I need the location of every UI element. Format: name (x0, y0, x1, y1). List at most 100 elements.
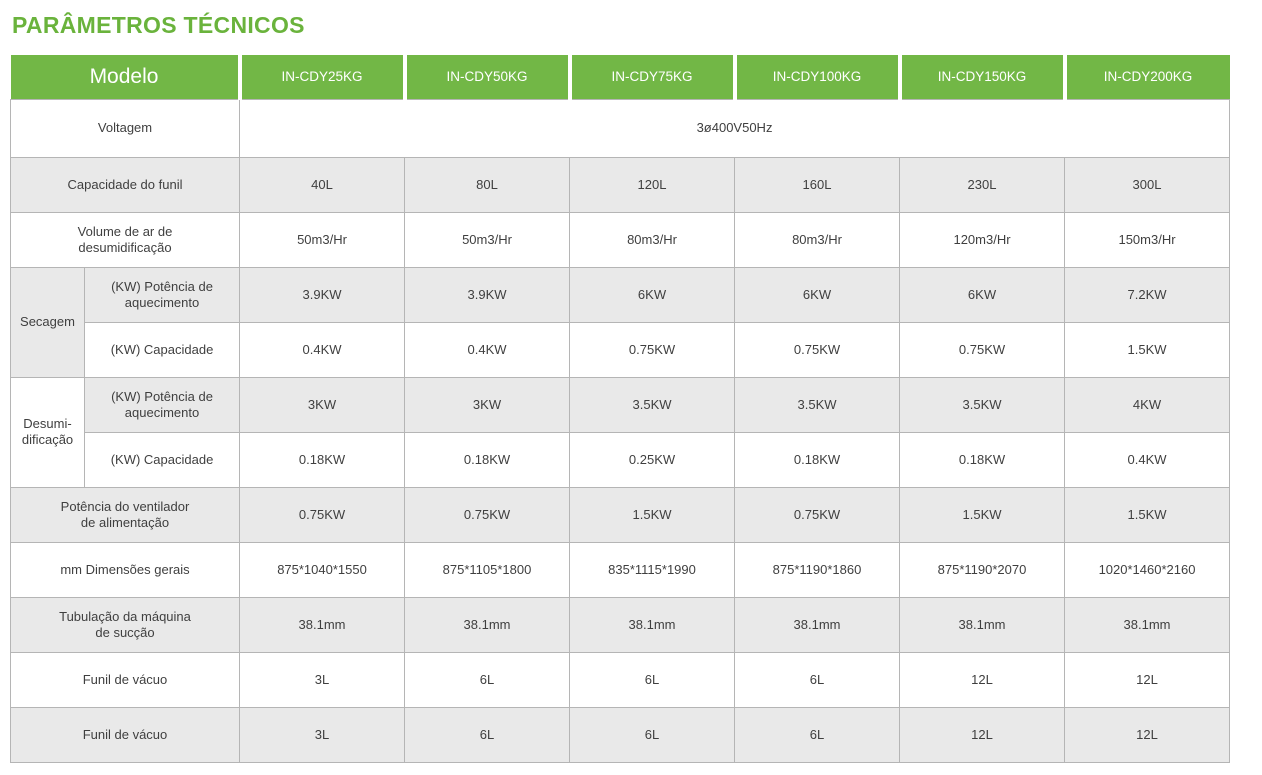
row-label: Voltagem (9, 98, 241, 158)
row-drying-heating: Secagem (KW) Potência de aquecimento 3.9… (10, 266, 1231, 378)
cell-value: 50m3/Hr (404, 211, 571, 268)
cell-value: 38.1mm (404, 596, 571, 653)
row-sublabel: (KW) Capacidade (83, 321, 241, 378)
row-drying-capacity: (KW) Capacidade 0.4KW 0.4KW 0.75KW 0.75K… (11, 321, 1231, 378)
cell-value: 160L (734, 156, 901, 213)
row-label: Funil de vácuo (9, 651, 241, 708)
cell-value: 835*1115*1990 (569, 541, 736, 598)
row-dehumid-capacity: (KW) Capacidade 0.18KW 0.18KW 0.25KW 0.1… (11, 431, 1231, 488)
cell-value: 0.18KW (404, 431, 571, 488)
row-hopper-capacity: Capacidade do funil 40L 80L 120L 160L 23… (9, 156, 1231, 213)
cell-value: 0.75KW (734, 321, 901, 378)
cell-value: 230L (899, 156, 1066, 213)
cell-value: 1.5KW (899, 486, 1066, 543)
technical-parameters-table: Modelo IN-CDY25KG IN-CDY50KG IN-CDY75KG … (9, 55, 1231, 763)
cell-value: 38.1mm (734, 596, 901, 653)
header-model-2: IN-CDY75KG (567, 55, 735, 100)
group-label-dehumidification: Desumi- dificação (10, 376, 85, 488)
cell-value: 50m3/Hr (239, 211, 406, 268)
cell-value: 3.5KW (569, 376, 736, 433)
cell-value: 0.75KW (899, 321, 1066, 378)
cell-value: 4KW (1064, 376, 1231, 433)
cell-value: 875*1105*1800 (404, 541, 571, 598)
cell-value: 150m3/Hr (1064, 211, 1231, 268)
row-label: mm Dimensões gerais (9, 541, 241, 598)
cell-value: 7.2KW (1064, 266, 1231, 323)
header-model-3: IN-CDY100KG (732, 55, 900, 100)
header-model-1: IN-CDY50KG (402, 55, 570, 100)
row-vacuum-hopper-1: Funil de vácuo 3L 6L 6L 6L 12L 12L (9, 651, 1231, 708)
row-sublabel: (KW) Potência de aquecimento (83, 266, 241, 323)
row-suction-piping: Tubulação da máquina de sucção 38.1mm 38… (9, 596, 1231, 653)
row-voltage: Voltagem 3ø400V50Hz (9, 98, 1231, 158)
cell-value: 3L (239, 706, 406, 763)
header-model-label: Modelo (10, 55, 240, 100)
cell-value: 6L (404, 651, 571, 708)
header-model-0: IN-CDY25KG (237, 55, 405, 100)
cell-value: 38.1mm (239, 596, 406, 653)
cell-value: 12L (1064, 651, 1231, 708)
row-feed-fan-power: Potência do ventilador de alimentação 0.… (9, 486, 1231, 543)
header-model-4: IN-CDY150KG (897, 55, 1065, 100)
cell-value: 80L (404, 156, 571, 213)
cell-value: 0.75KW (569, 321, 736, 378)
cell-value: 6L (569, 706, 736, 763)
row-vacuum-hopper-2: Funil de vácuo 3L 6L 6L 6L 12L 12L (9, 706, 1231, 763)
cell-value: 0.18KW (899, 431, 1066, 488)
cell-value: 38.1mm (899, 596, 1066, 653)
cell-value: 1020*1460*2160 (1064, 541, 1231, 598)
cell-value: 0.75KW (239, 486, 406, 543)
row-sublabel: (KW) Capacidade (83, 431, 241, 488)
cell-value: 0.18KW (239, 431, 406, 488)
cell-value: 0.4KW (239, 321, 406, 378)
cell-value: 6KW (899, 266, 1066, 323)
row-dimensions: mm Dimensões gerais 875*1040*1550 875*11… (9, 541, 1231, 598)
cell-value: 12L (1064, 706, 1231, 763)
header-row: Modelo IN-CDY25KG IN-CDY50KG IN-CDY75KG … (10, 55, 1230, 100)
row-label: Volume de ar de desumidificação (9, 211, 241, 268)
cell-value: 120m3/Hr (899, 211, 1066, 268)
header-model-5: IN-CDY200KG (1062, 55, 1230, 100)
cell-value: 12L (899, 651, 1066, 708)
cell-value: 40L (239, 156, 406, 213)
page-title: PARÂMETROS TÉCNICOS (12, 12, 305, 38)
cell-value: 1.5KW (569, 486, 736, 543)
cell-value: 875*1190*1860 (734, 541, 901, 598)
cell-value: 1.5KW (1064, 321, 1231, 378)
cell-value: 0.4KW (404, 321, 571, 378)
cell-value: 6L (569, 651, 736, 708)
row-label: Potência do ventilador de alimentação (9, 486, 241, 543)
cell-value: 0.75KW (404, 486, 571, 543)
cell-value: 6L (404, 706, 571, 763)
row-label: Tubulação da máquina de sucção (9, 596, 241, 653)
cell-value: 6L (734, 706, 901, 763)
cell-value: 3.5KW (734, 376, 901, 433)
cell-value: 12L (899, 706, 1066, 763)
cell-value: 875*1040*1550 (239, 541, 406, 598)
cell-value: 80m3/Hr (734, 211, 901, 268)
cell-value: 3.9KW (404, 266, 571, 323)
group-label-drying: Secagem (10, 266, 85, 378)
cell-value: 1.5KW (1064, 486, 1231, 543)
cell-value: 0.75KW (734, 486, 901, 543)
cell-value: 0.18KW (734, 431, 901, 488)
cell-value: 875*1190*2070 (899, 541, 1066, 598)
row-label: Capacidade do funil (9, 156, 241, 213)
cell-value: 300L (1064, 156, 1231, 213)
cell-value: 6L (734, 651, 901, 708)
row-label: Funil de vácuo (9, 706, 241, 763)
cell-value: 3.5KW (899, 376, 1066, 433)
cell-value: 3ø400V50Hz (239, 98, 1231, 158)
cell-value: 0.25KW (569, 431, 736, 488)
cell-value: 3L (239, 651, 406, 708)
cell-value: 120L (569, 156, 736, 213)
cell-value: 3.9KW (239, 266, 406, 323)
row-airflow: Volume de ar de desumidificação 50m3/Hr … (9, 211, 1231, 268)
cell-value: 38.1mm (569, 596, 736, 653)
cell-value: 38.1mm (1064, 596, 1231, 653)
cell-value: 3KW (239, 376, 406, 433)
cell-value: 80m3/Hr (569, 211, 736, 268)
cell-value: 6KW (734, 266, 901, 323)
row-sublabel: (KW) Potência de aquecimento (83, 376, 241, 433)
